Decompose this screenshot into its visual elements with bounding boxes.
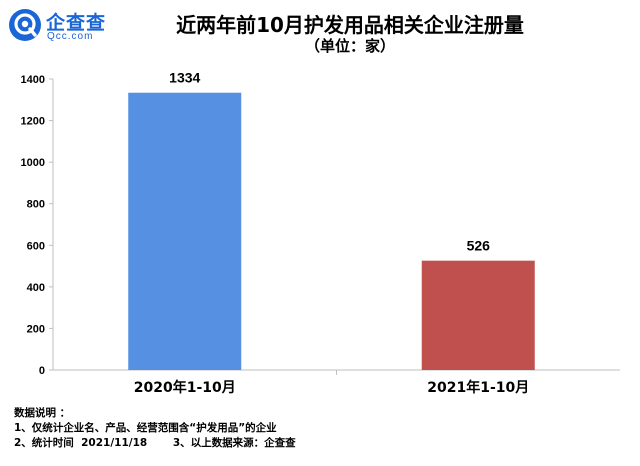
y-tick-label: 1400 <box>21 74 45 86</box>
y-tick-label: 1000 <box>21 157 45 169</box>
data-notes: 数据说明 ： 1、仅统计企业名、产品、经营范围含“护发用品”的企业 2、统计时间… <box>14 406 296 451</box>
x-category-label: 2020年1-10月 <box>134 379 236 396</box>
qcc-logo-icon <box>9 9 41 41</box>
y-tick-label: 800 <box>27 199 45 211</box>
y-tick-label: 200 <box>27 323 45 335</box>
bar-value-label: 1334 <box>169 70 200 86</box>
notes-line-1: 1、仅统计企业名、产品、经营范围含“护发用品”的企业 <box>14 422 277 434</box>
logo-name: 企查查 <box>46 12 107 34</box>
y-tick-label: 600 <box>27 240 45 252</box>
brand-logo: 企查查 Qcc.com <box>8 6 118 46</box>
bar <box>421 260 535 370</box>
bar <box>128 92 242 371</box>
notes-heading: 数据说明 ： <box>14 407 71 419</box>
chart-title: 近两年前10月护发用品相关企业注册量 <box>176 13 524 37</box>
y-tick-label: 1200 <box>21 116 45 128</box>
chart-subtitle: （单位：家） <box>304 37 395 55</box>
y-tick-label: 400 <box>27 282 45 294</box>
bar-value-label: 526 <box>467 238 491 254</box>
logo-domain: Qcc.com <box>47 31 94 42</box>
y-tick-label: 0 <box>39 365 45 377</box>
notes-line-2: 2、统计时间 2021/11/18 3、以上数据来源：企查查 <box>14 437 296 449</box>
x-category-label: 2021年1-10月 <box>427 379 529 396</box>
